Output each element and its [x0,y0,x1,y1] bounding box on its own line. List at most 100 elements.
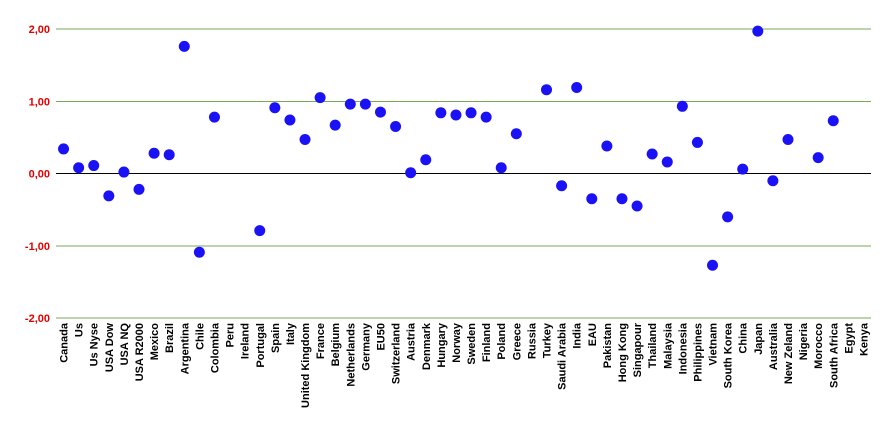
data-point-turkey [541,84,553,96]
data-point-france [314,92,326,104]
y-tick-label: -2,00 [25,313,50,325]
data-point-hong-kong [616,193,628,205]
x-tick-label-egypt: Egypt [843,323,855,354]
data-point-saudi-arabia [556,180,568,192]
data-point-italy [284,114,296,126]
x-tick-label-china: China [738,322,750,353]
data-point-finland [480,111,492,123]
data-point-us-nyse [88,160,100,172]
x-tick-label-vietnam: Vietnam [708,323,720,366]
x-tick-label-indonesia: Indonesia [677,322,689,374]
data-point-canada [58,143,70,155]
x-tick-label-kenya: Kenya [858,322,870,356]
data-point-chile [193,246,205,258]
gridlines [56,28,871,319]
data-point-hungary [435,107,447,119]
x-tick-label-japan: Japan [753,323,765,355]
data-point-belgium [329,119,341,131]
x-tick-label-usa-r2000: USA R2000 [134,323,146,381]
x-tick-label-us: Us [74,323,86,337]
data-point-brazil [163,149,175,161]
x-tick-label-usa-nq: USA NQ [119,323,131,366]
data-point-south-africa [827,115,839,127]
x-tick-label-norway: Norway [451,322,463,363]
data-point-pakistan [601,140,613,152]
x-tick-label-germany: Germany [360,322,372,371]
x-tick-label-russia: Russia [526,322,538,359]
data-point-portugal [254,225,266,237]
x-tick-label-belgium: Belgium [330,323,342,367]
x-tick-label-eu50: EU50 [375,323,387,351]
data-point-morocco [812,152,824,164]
data-point-japan [752,25,764,37]
data-points [58,25,839,271]
x-tick-label-finland: Finland [481,323,493,362]
data-point-poland [495,162,507,174]
x-tick-label-greece: Greece [511,323,523,360]
data-point-malaysia [661,156,673,168]
x-tick-label-peru: Peru [225,323,237,347]
x-tick-label-australia: Australia [768,322,780,370]
x-tick-label-thailand: Thailand [647,323,659,368]
x-tick-label-argentina: Argentina [179,322,191,374]
data-point-india [571,82,583,94]
x-tick-label-denmark: Denmark [421,322,433,370]
x-tick-label-chile: Chile [194,323,206,350]
x-tick-label-netherlands: Netherlands [345,323,357,387]
data-point-mexico [148,147,160,159]
data-point-sweden [465,107,477,119]
x-tick-label-south-africa: South Africa [828,322,840,388]
x-axis: Canada Us Us Nyse USA Dow USA NQ USA R2000 Mex… [59,322,871,408]
x-tick-label-ireland: Ireland [240,323,252,359]
x-tick-label-spain: Spain [270,323,282,353]
data-point-austria [405,167,417,179]
data-point-eau [586,193,598,205]
data-point-denmark [420,154,432,166]
data-point-greece [510,128,522,140]
data-point-spain [269,102,281,114]
x-tick-label-austria: Austria [406,322,418,361]
x-tick-label-usa-dow: USA Dow [104,323,116,373]
data-point-switzerland [390,121,402,133]
x-tick-label-south-korea: South Korea [723,322,735,388]
x-tick-label-new-zeland: New Zeland [783,323,795,384]
x-tick-label-pakistan: Pakistan [602,323,614,369]
data-point-argentina [178,40,190,52]
x-tick-label-colombia: Colombia [209,322,221,373]
data-point-indonesia [676,100,688,112]
data-point-us [73,162,85,174]
data-point-germany [359,98,371,110]
x-tick-label-hungary: Hungary [436,322,448,368]
x-tick-label-nigeria: Nigeria [798,322,810,360]
data-point-norway [450,109,462,121]
data-point-usa-r2000 [133,183,145,195]
y-tick-label: 0,00 [29,169,50,181]
x-tick-label-eau: EAU [587,323,599,346]
data-point-eu50 [374,106,386,118]
y-tick-label: 1,00 [29,96,50,108]
data-point-philippines [691,136,703,148]
x-tick-label-portugal: Portugal [255,323,267,368]
data-point-singapour [631,200,643,212]
x-tick-label-malaysia: Malaysia [662,322,674,369]
x-tick-label-hong-kong: Hong Kong [617,323,629,382]
data-point-thailand [646,148,658,160]
x-tick-label-morocco: Morocco [813,323,825,369]
data-point-australia [767,175,779,187]
data-point-colombia [208,111,220,123]
data-point-new-zeland [782,134,794,146]
y-tick-label: 2,00 [29,24,50,36]
x-tick-label-turkey: Turkey [542,322,554,358]
x-tick-label-saudi-arabia: Saudi Arabia [557,322,569,390]
x-tick-label-france: France [315,323,327,359]
y-tick-label: -1,00 [25,241,50,253]
data-point-netherlands [344,98,356,110]
data-point-china [737,163,749,175]
x-tick-label-canada: Canada [59,322,71,363]
x-tick-label-sweden: Sweden [466,323,478,365]
x-tick-label-us-nyse: Us Nyse [89,323,101,366]
x-tick-label-poland: Poland [496,323,508,360]
data-point-usa-nq [118,166,130,178]
data-point-united-kingdom [299,134,311,146]
